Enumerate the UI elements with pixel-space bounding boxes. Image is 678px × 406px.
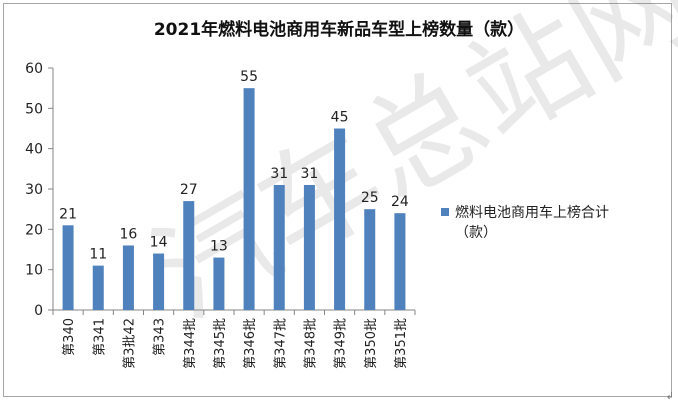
bar bbox=[122, 245, 134, 310]
data-label: 13 bbox=[210, 239, 228, 255]
x-tick-label: 第341 bbox=[92, 318, 107, 356]
x-tick-label: 第344批 bbox=[183, 318, 198, 369]
data-label: 21 bbox=[59, 206, 77, 222]
bar bbox=[92, 265, 104, 310]
y-tick-label: 30 bbox=[25, 182, 43, 198]
x-tick-label: 第346批 bbox=[243, 318, 258, 369]
bar bbox=[62, 225, 74, 310]
bar bbox=[153, 253, 165, 310]
bar bbox=[183, 201, 195, 310]
y-tick-label: 40 bbox=[25, 142, 43, 158]
y-tick-label: 60 bbox=[25, 61, 43, 77]
legend-label-line1: 燃料电池商用车上榜合计 bbox=[455, 205, 609, 221]
legend-item: 燃料电池商用车上榜合计 （款） bbox=[441, 203, 661, 243]
x-tick-label: 第3批42 bbox=[122, 318, 137, 369]
x-tick-label: 第351批 bbox=[394, 318, 409, 369]
bar bbox=[243, 88, 255, 311]
y-tick-label: 50 bbox=[25, 101, 43, 117]
x-tick-label: 第347批 bbox=[273, 318, 288, 369]
y-tick-label: 10 bbox=[25, 263, 43, 279]
data-label: 24 bbox=[391, 194, 409, 210]
y-axis: 0 10 20 30 40 50 60 bbox=[25, 61, 54, 319]
bar bbox=[364, 209, 376, 310]
legend-label: 燃料电池商用车上榜合计 （款） bbox=[455, 203, 609, 243]
data-label: 31 bbox=[270, 166, 288, 182]
bar bbox=[273, 184, 285, 310]
y-tick-label: 0 bbox=[34, 303, 43, 319]
data-label: 45 bbox=[331, 110, 349, 126]
bar bbox=[334, 128, 346, 310]
x-tick-label: 第350批 bbox=[364, 318, 379, 369]
data-label: 16 bbox=[120, 226, 138, 242]
x-tick-label: 第348批 bbox=[303, 318, 318, 369]
data-label: 31 bbox=[301, 166, 319, 182]
data-labels-group: 21 11 16 14 27 13 55 31 31 45 25 24 bbox=[59, 69, 409, 262]
data-label: 27 bbox=[180, 182, 198, 198]
x-tick-label: 第340 bbox=[62, 318, 77, 356]
data-label: 11 bbox=[89, 247, 107, 263]
x-tick-label: 第349批 bbox=[334, 318, 349, 369]
data-label: 25 bbox=[361, 190, 379, 206]
bars-group bbox=[62, 88, 406, 311]
x-axis: 第340 第341 第3批42 第343 第344批 第345批 第346批 第347批 第34… bbox=[52, 309, 416, 369]
x-tick-label: 第345批 bbox=[213, 318, 228, 369]
y-tick-label: 20 bbox=[25, 222, 43, 238]
bar bbox=[303, 184, 315, 310]
chart-title: 2021年燃料电池商用车新品车型上榜数量（款） bbox=[154, 19, 524, 40]
legend-label-line2: （款） bbox=[455, 225, 497, 241]
paragraph-mark-icon: ↲ bbox=[665, 391, 674, 402]
data-label: 14 bbox=[150, 235, 168, 251]
legend-swatch bbox=[441, 208, 449, 216]
bar bbox=[213, 257, 225, 310]
bar bbox=[394, 213, 406, 310]
legend: 燃料电池商用车上榜合计 （款） bbox=[441, 203, 661, 243]
data-label: 55 bbox=[240, 69, 258, 85]
x-tick-label: 第343 bbox=[153, 318, 168, 356]
